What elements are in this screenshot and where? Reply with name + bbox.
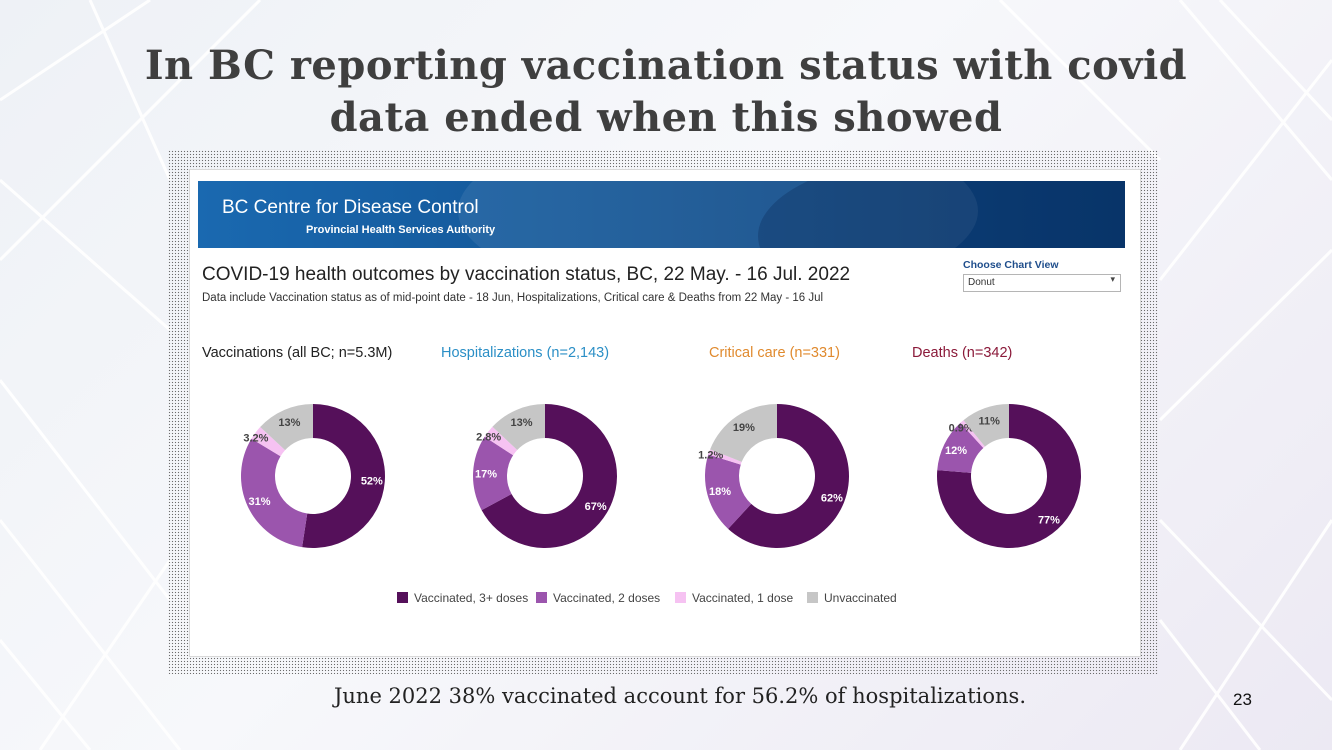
donut-segment-unvaccinated[interactable] — [710, 404, 777, 462]
donut-label-vaccinated-3plus: 52% — [361, 475, 383, 487]
donut-label-vaccinated-3plus: 62% — [821, 493, 843, 505]
page-number: 23 — [1233, 690, 1252, 709]
legend-item-vaccinated-3plus[interactable]: Vaccinated, 3+ doses — [397, 591, 528, 605]
donut-charts: 52% 31% 3.2% 13% 67% 17% 2.8% 13% 62% 18% 1.2% 19% 7… — [241, 404, 1081, 548]
legend-item-unvaccinated[interactable]: Unvaccinated — [807, 591, 897, 605]
donut-segment-vaccinated-1[interactable] — [251, 427, 286, 457]
dashboard-subtitle: Data include Vaccination status as of mi… — [202, 292, 824, 304]
donut-label-unvaccinated: 11% — [978, 415, 1000, 427]
donut-segment-vaccinated-3plus[interactable] — [728, 404, 849, 548]
critical-care-chart-title: Critical care (n=331) — [709, 345, 840, 361]
hospitalizations-chart-title: Hospitalizations (n=2,143) — [441, 345, 610, 361]
donut-label-vaccinated-1: 3.2% — [243, 432, 268, 444]
dashboard-title: COVID-19 health outcomes by vaccination … — [202, 264, 851, 285]
legend-swatch — [397, 592, 408, 603]
slide-footer-text: June 2022 38% vaccinated account for 56.… — [333, 684, 1026, 708]
banner-subtitle: Provincial Health Services Authority — [306, 224, 496, 236]
slide-title: In BC reporting vaccination status with … — [144, 42, 1188, 141]
donut-segment-vaccinated-1[interactable] — [484, 426, 518, 456]
bccdc-banner: BC Centre for Disease Control Provincial… — [198, 181, 1125, 248]
donut-label-vaccinated-2: 12% — [945, 445, 967, 457]
donut-segment-unvaccinated[interactable] — [260, 404, 313, 451]
donut-label-vaccinated-1: 0.9% — [949, 423, 974, 435]
legend-item-vaccinated-1[interactable]: Vaccinated, 1 dose — [675, 591, 793, 605]
legend-swatch — [807, 592, 818, 603]
chevron-down-icon[interactable]: ▾ — [1110, 275, 1115, 285]
donut-label-vaccinated-2: 31% — [249, 496, 271, 508]
donut-segment-unvaccinated[interactable] — [492, 404, 545, 451]
donut-label-unvaccinated: 19% — [733, 422, 755, 434]
donut-label-vaccinated-1: 2.8% — [476, 432, 501, 444]
donut-segment-vaccinated-1[interactable] — [960, 420, 985, 448]
legend-label: Vaccinated, 3+ doses — [414, 591, 529, 605]
donut-segment-vaccinated-3plus[interactable] — [302, 404, 386, 548]
donut-segment-vaccinated-2[interactable] — [937, 422, 984, 473]
legend-swatch — [536, 592, 547, 603]
donut-segment-vaccinated-2[interactable] — [473, 436, 514, 511]
donut-segment-vaccinated-2[interactable] — [705, 454, 752, 529]
donut-label-vaccinated-2: 18% — [709, 486, 731, 498]
donut-segment-vaccinated-3plus[interactable] — [937, 404, 1081, 548]
donut-segment-vaccinated-1[interactable] — [708, 449, 742, 465]
donut-label-vaccinated-1: 1.2% — [698, 450, 723, 462]
donut-label-vaccinated-3plus: 67% — [585, 501, 607, 513]
donut-label-vaccinated-2: 17% — [475, 469, 497, 481]
deaths-chart-title: Deaths (n=342) — [912, 345, 1013, 361]
chart-view-value: Donut — [968, 277, 995, 288]
chart-view-label: Choose Chart View — [963, 259, 1059, 271]
donut-segment-vaccinated-2[interactable] — [241, 438, 308, 548]
legend-label: Unvaccinated — [824, 591, 897, 605]
legend-item-vaccinated-2[interactable]: Vaccinated, 2 doses — [536, 591, 660, 605]
banner-title: BC Centre for Disease Control — [222, 197, 479, 218]
chart-view-select[interactable]: Donut ▾ — [963, 274, 1121, 292]
legend-swatch — [675, 592, 686, 603]
donut-segment-unvaccinated[interactable] — [963, 404, 1009, 447]
legend-label: Vaccinated, 2 doses — [553, 591, 661, 605]
dashboard-panel: BC Centre for Disease Control Provincial… — [190, 170, 1140, 656]
donut-label-vaccinated-3plus: 77% — [1038, 514, 1060, 526]
legend-label: Vaccinated, 1 dose — [692, 591, 794, 605]
donut-label-unvaccinated: 13% — [278, 417, 300, 429]
donut-label-unvaccinated: 13% — [511, 417, 533, 429]
donut-segment-vaccinated-3plus[interactable] — [481, 404, 617, 548]
vaccinations-chart-title: Vaccinations (all BC; n=5.3M) — [202, 345, 393, 361]
